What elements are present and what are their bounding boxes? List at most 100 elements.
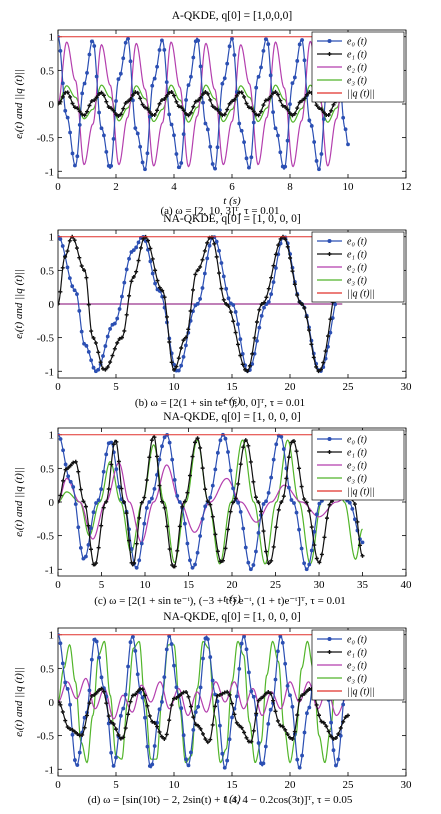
data-point-e1 — [71, 460, 76, 465]
data-point-e1 — [162, 505, 167, 510]
data-point-e0 — [266, 299, 271, 304]
data-point-e1 — [116, 114, 121, 119]
data-point-e1 — [89, 329, 94, 334]
data-point-e0 — [287, 485, 291, 490]
data-point-e0 — [208, 495, 213, 500]
series-e1 — [58, 89, 350, 119]
data-point-e0 — [152, 744, 157, 748]
data-point-e0 — [60, 661, 65, 666]
data-point-e1 — [331, 736, 336, 741]
data-point-e0 — [295, 59, 300, 63]
data-point-e1 — [150, 719, 155, 724]
data-point-e1 — [152, 720, 157, 725]
data-point-e1 — [302, 96, 307, 101]
data-point-e1 — [135, 90, 140, 95]
data-point-e1 — [318, 367, 323, 372]
data-point-e0 — [122, 280, 127, 285]
data-point-e0 — [191, 55, 196, 60]
data-point-e1 — [215, 107, 220, 112]
data-point-e0 — [225, 61, 230, 66]
data-point-e0 — [263, 744, 268, 749]
data-point-e0 — [111, 137, 116, 141]
data-point-e0 — [228, 468, 233, 473]
data-point-e0 — [307, 705, 312, 710]
y-axis-label: eᵢ(t) and ||q (t)|| — [13, 467, 25, 537]
data-point-e1 — [82, 725, 87, 730]
data-point-e1 — [68, 463, 73, 468]
data-point-e0 — [136, 240, 141, 245]
data-point-e1 — [233, 330, 238, 335]
data-point-e1 — [164, 732, 169, 737]
x-tick-label: 30 — [401, 779, 413, 791]
data-point-e1 — [155, 108, 160, 113]
data-point-e1 — [174, 695, 179, 700]
data-point-e1 — [225, 689, 230, 694]
data-point-e0 — [128, 59, 133, 64]
data-point-e0 — [249, 689, 254, 694]
data-point-e1 — [110, 353, 115, 358]
data-point-e1 — [295, 293, 300, 298]
data-point-e1 — [172, 93, 176, 98]
data-point-e1 — [94, 95, 99, 100]
legend-label: e₁ (t) — [347, 648, 368, 659]
data-point-e1 — [130, 92, 135, 97]
data-point-e1 — [87, 103, 92, 108]
data-point-e1 — [185, 490, 190, 495]
data-point-e1 — [85, 713, 89, 718]
data-point-e1 — [268, 691, 273, 696]
x-axis-label: t (s) — [223, 195, 241, 207]
data-point-e1 — [321, 360, 326, 365]
data-point-e0 — [210, 678, 215, 683]
data-point-e1 — [116, 733, 121, 738]
data-point-e1 — [202, 248, 207, 253]
data-point-e0 — [145, 151, 150, 156]
data-point-e0 — [233, 310, 238, 314]
y-tick-label: -1 — [45, 564, 54, 576]
data-point-e1 — [205, 499, 210, 504]
data-point-e0 — [77, 122, 82, 127]
data-point-e0 — [94, 501, 98, 505]
series-e2 — [58, 462, 363, 543]
data-point-e0 — [222, 765, 227, 770]
data-point-e1 — [275, 718, 280, 723]
data-point-e0 — [304, 567, 309, 572]
data-point-e1 — [111, 108, 116, 113]
data-point-e1 — [101, 505, 106, 510]
data-point-e0 — [84, 554, 88, 559]
data-point-e1 — [82, 113, 87, 118]
data-point-e1 — [259, 109, 263, 114]
data-point-e0 — [70, 732, 75, 737]
data-point-e0 — [61, 448, 65, 453]
data-point-e1 — [72, 238, 77, 243]
data-point-e1 — [183, 335, 188, 340]
data-point-e1 — [96, 350, 101, 355]
data-point-e0 — [167, 440, 172, 445]
data-point-e1 — [220, 691, 225, 696]
data-point-e1 — [245, 369, 250, 374]
data-point-e0 — [162, 48, 167, 52]
legend-label: e₁ (t) — [347, 50, 368, 61]
data-point-e1 — [284, 476, 289, 481]
data-point-e0 — [189, 74, 193, 79]
x-tick-label: 15 — [227, 779, 239, 791]
data-point-e1 — [103, 367, 108, 372]
data-point-e1 — [112, 346, 117, 351]
y-tick-label: -0.5 — [37, 133, 55, 145]
data-point-e0 — [184, 757, 188, 762]
data-point-e1 — [212, 241, 217, 246]
data-point-e1 — [177, 524, 182, 529]
data-point-e1 — [200, 257, 205, 262]
data-point-e0 — [170, 457, 175, 462]
data-point-e1 — [257, 307, 262, 312]
data-point-e1 — [152, 435, 157, 440]
data-point-e1 — [240, 362, 245, 367]
data-point-e0 — [251, 120, 256, 125]
data-point-e1 — [155, 724, 160, 729]
data-point-e0 — [96, 367, 101, 372]
data-point-e1 — [75, 731, 80, 736]
data-point-e1 — [261, 694, 266, 699]
data-point-e1 — [271, 91, 276, 96]
data-point-e1 — [121, 499, 126, 504]
data-point-e1 — [243, 438, 248, 443]
data-point-e1 — [116, 459, 121, 464]
